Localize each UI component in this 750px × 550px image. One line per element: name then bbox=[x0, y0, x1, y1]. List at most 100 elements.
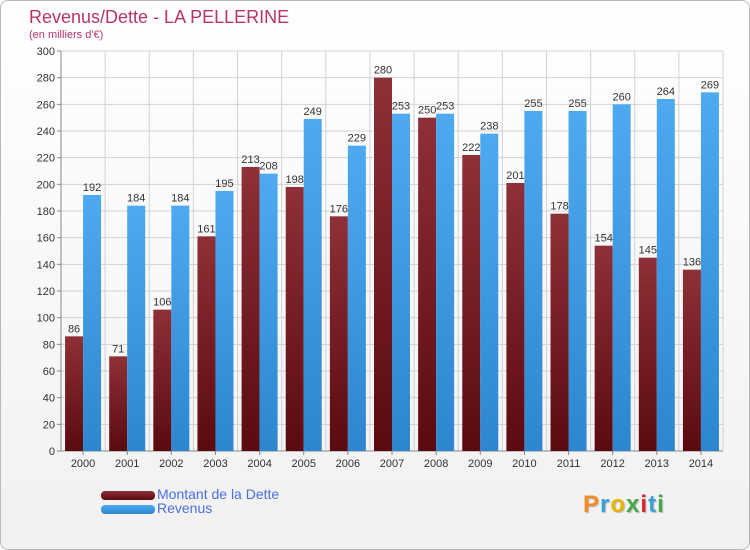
data-label-revenue: 192 bbox=[83, 182, 101, 194]
y-tick-label: 40 bbox=[43, 393, 55, 405]
bar-revenue bbox=[568, 111, 587, 451]
y-tick-label: 220 bbox=[37, 153, 55, 165]
bar-debt bbox=[506, 183, 525, 451]
data-label-debt: 145 bbox=[639, 245, 657, 257]
y-tick-label: 180 bbox=[37, 206, 55, 218]
y-tick-label: 100 bbox=[37, 313, 55, 325]
bar-debt bbox=[65, 336, 84, 451]
x-axis-ticks: 2000 2001 2002 2003 2004 2005 2006 2007 2008 2009… bbox=[71, 451, 713, 470]
bar-debt bbox=[153, 309, 172, 451]
x-tick-label: 2004 bbox=[247, 458, 271, 470]
bar-revenue bbox=[612, 104, 631, 451]
y-tick-label: 60 bbox=[43, 366, 55, 378]
bar-revenue bbox=[171, 205, 190, 451]
bar-debt bbox=[109, 356, 128, 451]
bar-debt bbox=[682, 269, 701, 451]
bar-debt bbox=[418, 117, 437, 452]
bar-revenue bbox=[347, 145, 366, 451]
logo-letter: i bbox=[640, 491, 649, 518]
bar-revenue bbox=[259, 173, 278, 451]
chart-subtitle: (en milliers d'€) bbox=[29, 29, 104, 41]
logo-letter: t bbox=[648, 491, 658, 518]
y-tick-label: 140 bbox=[37, 259, 55, 271]
data-label-revenue: 184 bbox=[127, 193, 145, 205]
bar-revenue bbox=[215, 191, 234, 451]
data-label-revenue: 253 bbox=[392, 101, 410, 113]
y-tick-label: 200 bbox=[37, 179, 55, 191]
y-tick-label: 20 bbox=[43, 419, 55, 431]
bar-revenue bbox=[83, 195, 102, 451]
bar-debt bbox=[197, 236, 216, 451]
bar-revenue bbox=[524, 111, 543, 451]
bar-debt bbox=[462, 155, 481, 451]
y-tick-label: 300 bbox=[37, 46, 55, 58]
bars bbox=[65, 77, 719, 452]
y-tick-label: 260 bbox=[37, 99, 55, 111]
y-tick-label: 80 bbox=[43, 339, 55, 351]
x-tick-label: 2007 bbox=[380, 458, 404, 470]
y-tick-label: 280 bbox=[37, 73, 55, 85]
x-tick-label: 2010 bbox=[512, 458, 536, 470]
chart-title: Revenus/Dette - LA PELLERINE bbox=[29, 7, 290, 27]
bar-revenue bbox=[656, 99, 675, 451]
data-label-revenue: 184 bbox=[171, 193, 189, 205]
x-tick-label: 2006 bbox=[336, 458, 360, 470]
data-label-debt: 176 bbox=[330, 203, 348, 215]
data-label-revenue: 255 bbox=[524, 98, 542, 110]
y-tick-label: 160 bbox=[37, 233, 55, 245]
logo-letter: i bbox=[657, 491, 665, 518]
data-label-debt: 71 bbox=[112, 343, 124, 355]
data-label-debt: 280 bbox=[374, 65, 392, 77]
data-label-revenue: 260 bbox=[612, 91, 630, 103]
x-tick-label: 2011 bbox=[557, 458, 581, 470]
legend-label-debt: Montant de la Dette bbox=[157, 486, 280, 502]
logo-letter: r bbox=[600, 491, 611, 518]
bar-debt bbox=[594, 245, 613, 451]
x-tick-label: 2000 bbox=[71, 458, 95, 470]
bar-debt bbox=[638, 257, 657, 451]
data-label-revenue: 264 bbox=[657, 86, 675, 98]
bar-debt bbox=[550, 213, 569, 451]
data-label-revenue: 195 bbox=[215, 178, 233, 190]
bar-debt bbox=[241, 167, 260, 451]
bar-revenue bbox=[127, 205, 146, 451]
data-label-debt: 161 bbox=[197, 223, 215, 235]
bar-revenue bbox=[303, 119, 322, 451]
logo-letter: P bbox=[583, 491, 601, 518]
x-tick-label: 2013 bbox=[645, 458, 669, 470]
bar-revenue bbox=[700, 92, 719, 451]
data-label-debt: 136 bbox=[683, 257, 701, 269]
legend-swatch-debt bbox=[101, 490, 155, 500]
x-tick-label: 2008 bbox=[424, 458, 448, 470]
data-label-debt: 106 bbox=[153, 297, 171, 309]
legend: Montant de la Dette Revenus bbox=[101, 487, 279, 515]
logo-letter: o bbox=[610, 491, 627, 518]
bar-debt bbox=[285, 187, 304, 451]
data-label-debt: 154 bbox=[594, 233, 612, 245]
x-tick-label: 2002 bbox=[159, 458, 183, 470]
bar-revenue bbox=[480, 133, 499, 451]
bar-revenue bbox=[436, 113, 455, 452]
bar-revenue bbox=[392, 113, 410, 452]
data-label-revenue: 269 bbox=[701, 79, 719, 91]
data-label-debt: 178 bbox=[550, 201, 568, 213]
legend-item-revenue: Revenus bbox=[101, 501, 279, 515]
x-tick-label: 2012 bbox=[600, 458, 624, 470]
y-tick-label: 0 bbox=[49, 446, 55, 458]
x-tick-label: 2001 bbox=[115, 458, 139, 470]
data-label-debt: 213 bbox=[241, 154, 259, 166]
logo-letter: x bbox=[626, 491, 641, 518]
bar-debt bbox=[329, 216, 348, 451]
bar-debt bbox=[374, 77, 392, 452]
legend-swatch-revenue bbox=[101, 504, 155, 514]
data-label-revenue: 229 bbox=[348, 133, 366, 145]
data-label-debt: 250 bbox=[418, 105, 436, 117]
legend-item-debt: Montant de la Dette bbox=[101, 487, 279, 501]
data-label-revenue: 238 bbox=[480, 121, 498, 133]
data-label-revenue: 255 bbox=[568, 98, 586, 110]
data-label-debt: 201 bbox=[506, 170, 524, 182]
x-tick-label: 2005 bbox=[291, 458, 315, 470]
y-tick-label: 120 bbox=[37, 286, 55, 298]
